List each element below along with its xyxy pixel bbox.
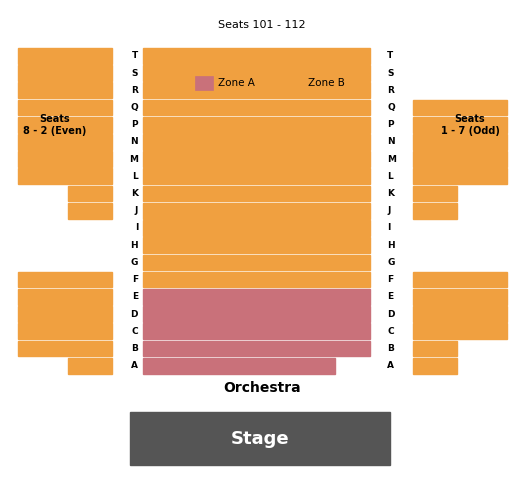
Text: J: J — [387, 206, 391, 215]
Bar — [143, 65, 370, 81]
Text: I: I — [387, 224, 391, 232]
Text: A: A — [131, 361, 138, 370]
Bar — [413, 358, 457, 373]
Text: L: L — [132, 172, 138, 181]
Bar — [18, 151, 112, 167]
Text: T: T — [387, 51, 393, 60]
Text: Orchestra: Orchestra — [223, 381, 301, 395]
Bar — [413, 203, 457, 218]
Bar — [143, 83, 370, 98]
Bar — [413, 289, 507, 305]
Bar — [195, 76, 213, 90]
Bar — [143, 306, 370, 322]
Bar — [143, 186, 370, 202]
Bar — [413, 272, 507, 288]
Bar — [143, 237, 370, 253]
Text: P: P — [387, 120, 394, 129]
Bar — [130, 412, 390, 465]
Bar — [143, 117, 370, 132]
Bar — [18, 134, 112, 150]
Text: E: E — [132, 292, 138, 301]
Text: S: S — [131, 69, 138, 78]
Bar — [143, 100, 370, 115]
Bar — [143, 134, 370, 150]
Text: S: S — [387, 69, 394, 78]
Text: M: M — [387, 155, 396, 164]
Text: Q: Q — [387, 103, 395, 112]
Text: P: P — [131, 120, 138, 129]
Text: Zone B: Zone B — [308, 78, 345, 88]
Bar — [413, 151, 507, 167]
Text: Q: Q — [130, 103, 138, 112]
Text: Zone A: Zone A — [218, 78, 255, 88]
Text: B: B — [131, 344, 138, 353]
Bar — [18, 65, 112, 81]
Bar — [413, 168, 507, 184]
Bar — [413, 100, 507, 115]
Bar — [143, 358, 335, 373]
Text: Stage: Stage — [230, 430, 289, 447]
Bar — [413, 134, 507, 150]
Bar — [143, 151, 370, 167]
Bar — [18, 272, 112, 288]
Text: I: I — [134, 224, 138, 232]
Bar — [68, 358, 112, 373]
Text: C: C — [387, 327, 394, 336]
Bar — [68, 186, 112, 202]
Bar — [143, 203, 370, 218]
Bar — [18, 117, 112, 132]
Text: N: N — [387, 137, 395, 146]
Text: Seats
1 - 7 (Odd): Seats 1 - 7 (Odd) — [440, 114, 499, 136]
Text: M: M — [129, 155, 138, 164]
Bar — [18, 100, 112, 115]
Bar — [18, 324, 112, 339]
Bar — [413, 341, 457, 356]
Bar — [413, 306, 507, 322]
Bar — [143, 341, 370, 356]
Bar — [413, 324, 507, 339]
Text: T: T — [132, 51, 138, 60]
Text: Seats 101 - 112: Seats 101 - 112 — [218, 20, 306, 30]
Text: C: C — [131, 327, 138, 336]
Bar — [285, 76, 303, 90]
Text: E: E — [387, 292, 393, 301]
Bar — [143, 220, 370, 236]
Text: L: L — [387, 172, 393, 181]
Bar — [18, 83, 112, 98]
Bar — [143, 272, 370, 288]
Text: A: A — [387, 361, 394, 370]
Text: B: B — [387, 344, 394, 353]
Text: D: D — [387, 310, 394, 319]
Bar — [18, 289, 112, 305]
Bar — [18, 306, 112, 322]
Text: Seats
8 - 2 (Even): Seats 8 - 2 (Even) — [23, 114, 87, 136]
Bar — [413, 117, 507, 132]
Text: H: H — [130, 240, 138, 250]
Text: K: K — [131, 189, 138, 198]
Bar — [18, 168, 112, 184]
Bar — [143, 324, 370, 339]
Bar — [68, 203, 112, 218]
Text: J: J — [134, 206, 138, 215]
Bar — [18, 48, 112, 64]
Text: D: D — [131, 310, 138, 319]
Text: R: R — [131, 86, 138, 95]
Bar — [143, 254, 370, 270]
Bar — [143, 48, 370, 64]
Text: G: G — [131, 258, 138, 267]
Text: F: F — [132, 275, 138, 284]
Text: N: N — [130, 137, 138, 146]
Text: R: R — [387, 86, 394, 95]
Bar — [143, 289, 370, 305]
Bar — [413, 186, 457, 202]
Text: H: H — [387, 240, 395, 250]
Bar — [18, 341, 112, 356]
Text: G: G — [387, 258, 394, 267]
Text: F: F — [387, 275, 393, 284]
Text: K: K — [387, 189, 394, 198]
Bar — [143, 168, 370, 184]
